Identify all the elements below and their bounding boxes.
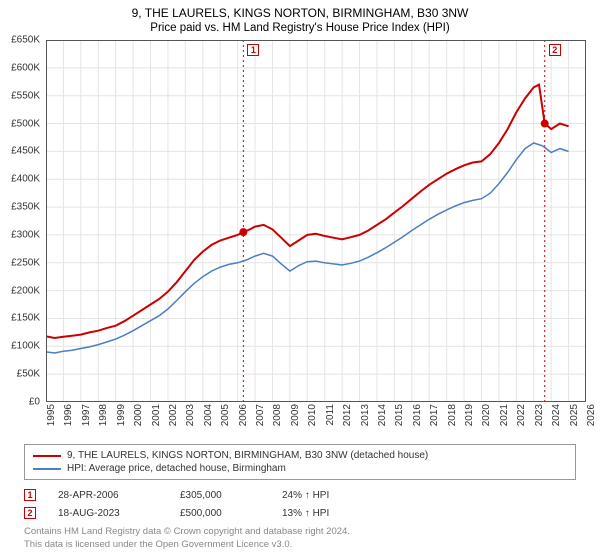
x-tick-label: 2005 <box>220 404 231 426</box>
event-row: 2 18-AUG-2023 £500,000 13% ↑ HPI <box>24 504 576 522</box>
x-tick-label: 2007 <box>255 404 266 426</box>
chart-svg <box>46 40 586 402</box>
y-tick-label: £50K <box>0 369 40 380</box>
legend-swatch <box>33 468 61 470</box>
chart-container: 9, THE LAURELS, KINGS NORTON, BIRMINGHAM… <box>0 0 600 560</box>
y-tick-label: £300K <box>0 229 40 240</box>
y-tick-label: £100K <box>0 341 40 352</box>
y-tick-label: £500K <box>0 118 40 129</box>
x-tick-label: 2013 <box>360 404 371 426</box>
legend-label: HPI: Average price, detached house, Birm… <box>67 463 286 474</box>
x-tick-label: 2025 <box>569 404 580 426</box>
event-date: 18-AUG-2023 <box>58 508 158 519</box>
event-marker-box: 1 <box>247 44 259 56</box>
x-tick-label: 2002 <box>168 404 179 426</box>
y-tick-label: £250K <box>0 257 40 268</box>
x-tick-label: 2023 <box>534 404 545 426</box>
title-subtitle: Price paid vs. HM Land Registry's House … <box>0 20 600 40</box>
x-tick-label: 2011 <box>325 404 336 426</box>
x-tick-label: 1995 <box>46 404 57 426</box>
x-tick-label: 2012 <box>342 404 353 426</box>
y-axis-labels: £0£50K£100K£150K£200K£250K£300K£350K£400… <box>0 40 44 402</box>
y-tick-label: £150K <box>0 313 40 324</box>
y-tick-label: £550K <box>0 90 40 101</box>
event-price: £500,000 <box>180 508 260 519</box>
x-tick-label: 2009 <box>290 404 301 426</box>
x-axis-labels: 1995 1996 1997 1998 1999 2000 2001 2002 2003 2004… <box>46 402 586 442</box>
x-tick-label: 2017 <box>429 404 440 426</box>
title-address: 9, THE LAURELS, KINGS NORTON, BIRMINGHAM… <box>0 0 600 20</box>
x-tick-label: 2006 <box>238 404 249 426</box>
event-price: £305,000 <box>180 490 260 501</box>
x-tick-label: 2016 <box>412 404 423 426</box>
x-tick-label: 2019 <box>464 404 475 426</box>
legend-row: HPI: Average price, detached house, Birm… <box>33 462 567 475</box>
x-tick-label: 1999 <box>116 404 127 426</box>
x-tick-label: 2024 <box>551 404 562 426</box>
legend-row: 9, THE LAURELS, KINGS NORTON, BIRMINGHAM… <box>33 449 567 462</box>
x-tick-label: 1997 <box>81 404 92 426</box>
events-table: 1 28-APR-2006 £305,000 24% ↑ HPI 2 18-AU… <box>24 486 576 522</box>
event-delta: 13% ↑ HPI <box>282 508 329 519</box>
event-marker: 2 <box>24 507 36 519</box>
x-tick-label: 2004 <box>203 404 214 426</box>
y-tick-label: £0 <box>0 397 40 408</box>
footer: Contains HM Land Registry data © Crown c… <box>24 526 576 552</box>
x-tick-label: 2022 <box>516 404 527 426</box>
event-delta: 24% ↑ HPI <box>282 490 329 501</box>
x-tick-label: 2020 <box>481 404 492 426</box>
event-marker: 1 <box>24 489 36 501</box>
x-tick-label: 2000 <box>133 404 144 426</box>
x-tick-label: 1996 <box>63 404 74 426</box>
y-tick-label: £350K <box>0 202 40 213</box>
x-tick-label: 2021 <box>499 404 510 426</box>
event-date: 28-APR-2006 <box>58 490 158 501</box>
legend: 9, THE LAURELS, KINGS NORTON, BIRMINGHAM… <box>24 444 576 480</box>
x-tick-label: 1998 <box>98 404 109 426</box>
x-tick-label: 2010 <box>307 404 318 426</box>
x-tick-label: 2026 <box>586 404 597 426</box>
x-tick-label: 2018 <box>447 404 458 426</box>
chart-area: £0£50K£100K£150K£200K£250K£300K£350K£400… <box>46 40 586 402</box>
event-row: 1 28-APR-2006 £305,000 24% ↑ HPI <box>24 486 576 504</box>
footer-line1: Contains HM Land Registry data © Crown c… <box>24 526 576 539</box>
y-tick-label: £600K <box>0 62 40 73</box>
legend-label: 9, THE LAURELS, KINGS NORTON, BIRMINGHAM… <box>67 450 428 461</box>
footer-line2: This data is licensed under the Open Gov… <box>24 539 576 552</box>
y-tick-label: £200K <box>0 285 40 296</box>
x-tick-label: 2001 <box>151 404 162 426</box>
x-tick-label: 2003 <box>185 404 196 426</box>
event-marker-box: 2 <box>549 44 561 56</box>
x-tick-label: 2008 <box>272 404 283 426</box>
x-tick-label: 2015 <box>394 404 405 426</box>
y-tick-label: £400K <box>0 174 40 185</box>
legend-swatch <box>33 455 61 457</box>
y-tick-label: £450K <box>0 146 40 157</box>
x-tick-label: 2014 <box>377 404 388 426</box>
y-tick-label: £650K <box>0 35 40 46</box>
